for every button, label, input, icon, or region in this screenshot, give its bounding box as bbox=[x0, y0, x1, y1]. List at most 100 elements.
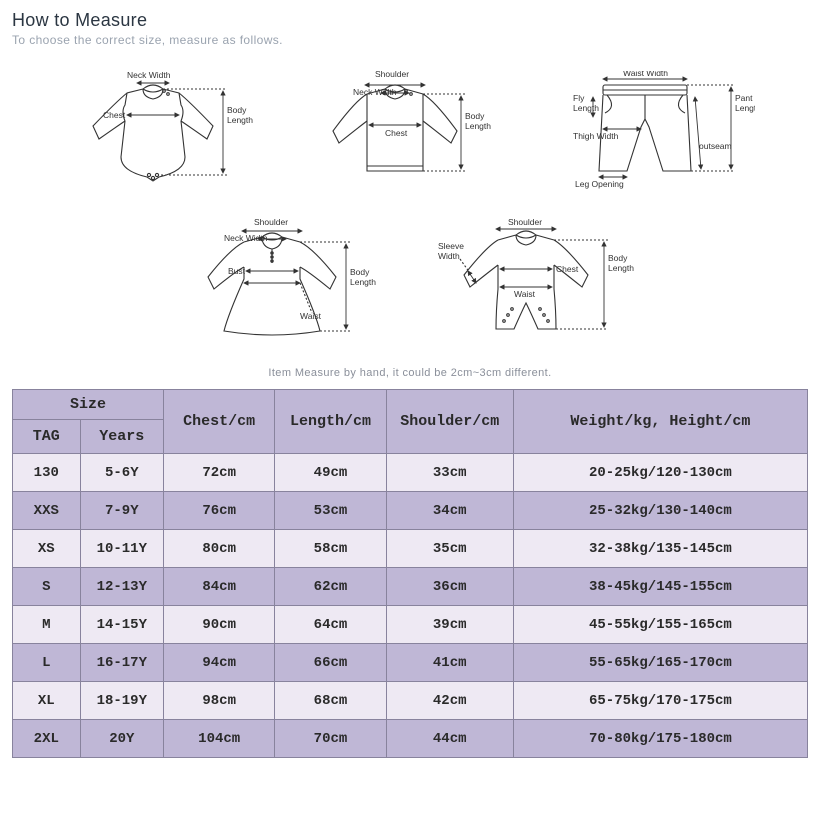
label-fly-length-a: Fly bbox=[573, 93, 585, 103]
label-leg-opening: Leg Opening bbox=[575, 179, 624, 189]
cell-length: 62cm bbox=[275, 568, 386, 606]
page-title: How to Measure bbox=[12, 10, 808, 31]
cell-years: 20Y bbox=[80, 720, 163, 758]
table-row: M14-15Y90cm64cm39cm45-55kg/155-165cm bbox=[13, 606, 808, 644]
th-chest: Chest/cm bbox=[164, 390, 275, 454]
label-pant-length-a: Pant bbox=[735, 93, 753, 103]
table-row: XL18-19Y98cm68cm42cm65-75kg/170-175cm bbox=[13, 682, 808, 720]
cell-wh: 55-65kg/165-170cm bbox=[513, 644, 807, 682]
table-row: XXS7-9Y76cm53cm34cm25-32kg/130-140cm bbox=[13, 492, 808, 530]
cell-years: 7-9Y bbox=[80, 492, 163, 530]
cell-years: 16-17Y bbox=[80, 644, 163, 682]
cell-years: 12-13Y bbox=[80, 568, 163, 606]
cell-tag: 130 bbox=[13, 454, 81, 492]
cell-length: 68cm bbox=[275, 682, 386, 720]
cell-years: 10-11Y bbox=[80, 530, 163, 568]
label-fly-length-b: Length bbox=[573, 103, 599, 113]
diagram-romper: Shoulder Sleeve Width Chest Waist Body L… bbox=[430, 219, 640, 349]
label-body-length-5b: Length bbox=[608, 263, 634, 273]
cell-years: 5-6Y bbox=[80, 454, 163, 492]
cell-chest: 98cm bbox=[164, 682, 275, 720]
cell-shoulder: 42cm bbox=[386, 682, 513, 720]
table-row: 2XL20Y104cm70cm44cm70-80kg/175-180cm bbox=[13, 720, 808, 758]
diagram-dress: Shoulder Neck Width Bust Waist Body Leng… bbox=[180, 219, 380, 349]
label-sleeve-width-a: Sleeve bbox=[438, 241, 464, 251]
size-table: Size Chest/cm Length/cm Shoulder/cm Weig… bbox=[12, 389, 808, 758]
label-waist-width: Waist Width bbox=[623, 71, 668, 78]
cell-chest: 90cm bbox=[164, 606, 275, 644]
cell-shoulder: 39cm bbox=[386, 606, 513, 644]
label-body-length-2b: Length bbox=[465, 121, 491, 131]
cell-chest: 84cm bbox=[164, 568, 275, 606]
label-pant-length-b: Length bbox=[735, 103, 755, 113]
label-sleeve-width-b: Width bbox=[438, 251, 460, 261]
cell-wh: 32-38kg/135-145cm bbox=[513, 530, 807, 568]
cell-chest: 76cm bbox=[164, 492, 275, 530]
diagram-top: Shoulder Neck Width Chest Body Length bbox=[305, 71, 495, 191]
cell-chest: 104cm bbox=[164, 720, 275, 758]
cell-tag: XL bbox=[13, 682, 81, 720]
label-waist-5: Waist bbox=[514, 289, 536, 299]
table-row: L16-17Y94cm66cm41cm55-65kg/165-170cm bbox=[13, 644, 808, 682]
cell-length: 70cm bbox=[275, 720, 386, 758]
cell-length: 49cm bbox=[275, 454, 386, 492]
label-body-length-1b: Length bbox=[227, 115, 253, 125]
cell-length: 64cm bbox=[275, 606, 386, 644]
label-body-length-2a: Body bbox=[465, 111, 485, 121]
cell-chest: 80cm bbox=[164, 530, 275, 568]
cell-wh: 38-45kg/145-155cm bbox=[513, 568, 807, 606]
label-shoulder-4: Shoulder bbox=[254, 219, 288, 227]
label-body-length-5a: Body bbox=[608, 253, 628, 263]
label-body-length-1a: Body bbox=[227, 105, 247, 115]
cell-length: 66cm bbox=[275, 644, 386, 682]
th-length: Length/cm bbox=[275, 390, 386, 454]
label-bust: Bust bbox=[228, 266, 246, 276]
cell-chest: 94cm bbox=[164, 644, 275, 682]
label-neck-width-2: Neck Width bbox=[353, 87, 397, 97]
cell-shoulder: 44cm bbox=[386, 720, 513, 758]
footnote: Item Measure by hand, it could be 2cm~3c… bbox=[12, 367, 808, 379]
cell-tag: 2XL bbox=[13, 720, 81, 758]
label-outseam: outseam bbox=[699, 141, 732, 151]
table-row: 1305-6Y72cm49cm33cm20-25kg/120-130cm bbox=[13, 454, 808, 492]
diagram-pants: Waist Width Fly Length Thigh Width Leg O… bbox=[545, 71, 755, 191]
cell-years: 18-19Y bbox=[80, 682, 163, 720]
label-neck-width-4: Neck Width bbox=[224, 233, 268, 243]
diagram-bodysuit: Neck Width Chest Body Length bbox=[65, 71, 255, 191]
page-subtitle: To choose the correct size, measure as f… bbox=[12, 33, 808, 47]
cell-shoulder: 36cm bbox=[386, 568, 513, 606]
cell-shoulder: 35cm bbox=[386, 530, 513, 568]
cell-chest: 72cm bbox=[164, 454, 275, 492]
cell-length: 58cm bbox=[275, 530, 386, 568]
label-shoulder-5: Shoulder bbox=[508, 219, 542, 227]
cell-shoulder: 34cm bbox=[386, 492, 513, 530]
cell-tag: XS bbox=[13, 530, 81, 568]
label-body-length-4b: Length bbox=[350, 277, 376, 287]
label-chest-2: Chest bbox=[385, 128, 408, 138]
cell-length: 53cm bbox=[275, 492, 386, 530]
table-row: S12-13Y84cm62cm36cm38-45kg/145-155cm bbox=[13, 568, 808, 606]
cell-wh: 45-55kg/155-165cm bbox=[513, 606, 807, 644]
table-row: XS10-11Y80cm58cm35cm32-38kg/135-145cm bbox=[13, 530, 808, 568]
cell-years: 14-15Y bbox=[80, 606, 163, 644]
cell-wh: 65-75kg/170-175cm bbox=[513, 682, 807, 720]
label-neck-width: Neck Width bbox=[127, 71, 171, 80]
cell-wh: 20-25kg/120-130cm bbox=[513, 454, 807, 492]
label-waist-4: Waist bbox=[300, 311, 322, 321]
label-body-length-4a: Body bbox=[350, 267, 370, 277]
label-thigh-width: Thigh Width bbox=[573, 131, 619, 141]
label-chest: Chest bbox=[103, 110, 126, 120]
th-size: Size bbox=[13, 390, 164, 420]
cell-tag: S bbox=[13, 568, 81, 606]
th-tag: TAG bbox=[13, 420, 81, 454]
measure-diagrams: Neck Width Chest Body Length bbox=[12, 65, 808, 363]
th-weight-height: Weight/kg, Height/cm bbox=[513, 390, 807, 454]
cell-tag: L bbox=[13, 644, 81, 682]
cell-wh: 25-32kg/130-140cm bbox=[513, 492, 807, 530]
cell-wh: 70-80kg/175-180cm bbox=[513, 720, 807, 758]
cell-shoulder: 33cm bbox=[386, 454, 513, 492]
th-shoulder: Shoulder/cm bbox=[386, 390, 513, 454]
label-chest-5: Chest bbox=[556, 264, 579, 274]
th-years: Years bbox=[80, 420, 163, 454]
cell-tag: M bbox=[13, 606, 81, 644]
